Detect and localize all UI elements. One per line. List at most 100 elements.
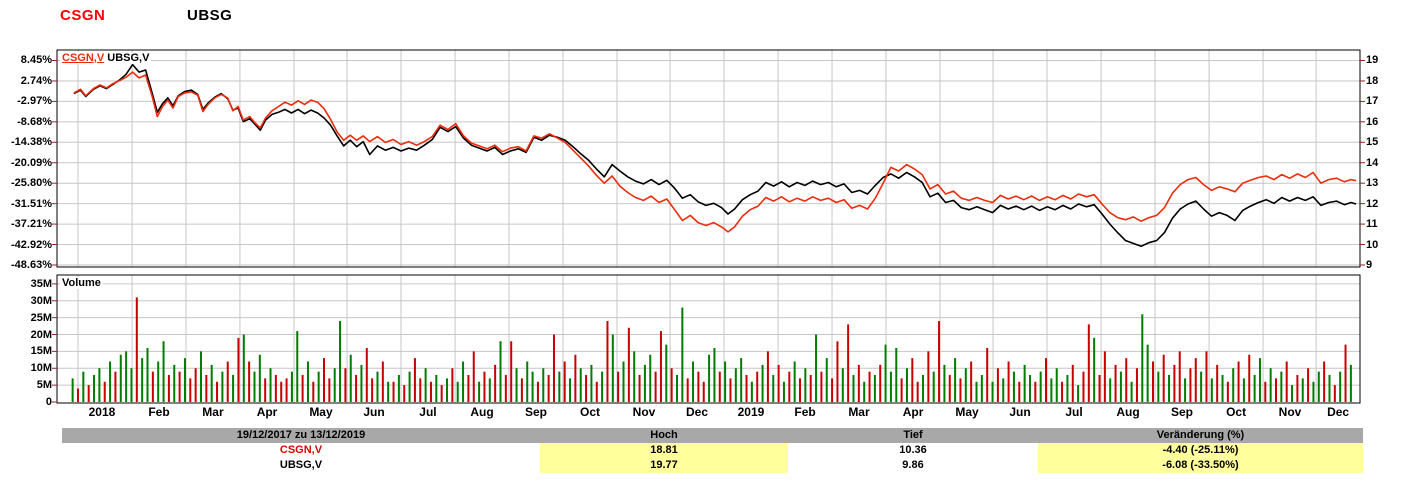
volume-bar (665, 344, 668, 402)
volume-bar (1162, 354, 1165, 402)
volume-bar (98, 368, 101, 402)
csgn-low-value: 10.36 (899, 444, 927, 456)
volume-bar (804, 368, 807, 402)
volume-bar (301, 375, 304, 402)
volume-bar (1253, 375, 1256, 402)
volume-bar (1210, 378, 1213, 402)
volume-bar (815, 334, 818, 402)
volume-bar (889, 371, 892, 402)
volume-bar (542, 368, 545, 402)
volume-bar (547, 375, 550, 402)
volume-bar (141, 358, 144, 402)
volume-bar (109, 361, 112, 402)
x-axis-label: Mar (848, 405, 870, 419)
volume-bar (1301, 378, 1304, 402)
volume-bar (970, 361, 973, 402)
volume-panel-label: Volume (60, 277, 103, 289)
volume-bar (167, 375, 170, 402)
volume-bar (1184, 378, 1187, 402)
volume-bar (285, 378, 288, 402)
x-axis-label: Mar (202, 405, 224, 419)
volume-bar (317, 371, 320, 402)
volume-bar (135, 297, 138, 402)
volume-bar (905, 368, 908, 402)
table-row-ubsg: UBSG,V 19.77 9.86 -6.08 (-33.50%) (62, 458, 1363, 473)
price-pct-axis-label: -42.92% (11, 238, 52, 251)
volume-bar (312, 381, 315, 402)
volume-axis-label: 20M (30, 328, 52, 341)
volume-axis-label: 35M (30, 277, 52, 290)
volume-bar (71, 378, 74, 402)
volume-bar (1237, 361, 1240, 402)
volume-bar (173, 364, 176, 402)
volume-bar (686, 378, 689, 402)
volume-bar (328, 378, 331, 402)
volume-bar (216, 381, 219, 402)
price-panel-border (56, 49, 1361, 268)
volume-bar (1344, 344, 1347, 402)
volume-bar (558, 371, 561, 402)
volume-bar (863, 381, 866, 402)
volume-bar (932, 371, 935, 402)
x-axis-label: Oct (1226, 405, 1247, 419)
volume-bar (1023, 364, 1026, 402)
volume-bar (659, 331, 662, 402)
volume-axis-label: 10M (30, 362, 52, 375)
volume-bar (413, 358, 416, 402)
x-axis-label: Nov (1278, 405, 1302, 419)
volume-bar (1168, 375, 1171, 402)
x-axis-label: Aug (1116, 405, 1140, 419)
volume-bar (1039, 371, 1042, 402)
volume-bar (734, 368, 737, 402)
volume-bar (531, 371, 534, 402)
volume-bar (702, 381, 705, 402)
volume-bar (488, 378, 491, 402)
volume-bar (1012, 371, 1015, 402)
volume-bar (274, 375, 277, 402)
volume-bar (119, 354, 122, 402)
ubsg-row-label: UBSG,V (279, 459, 323, 471)
volume-bar (1173, 364, 1176, 402)
volume-bar (654, 371, 657, 402)
volume-bar (264, 378, 267, 402)
volume-bar (306, 361, 309, 402)
volume-bar (536, 381, 539, 402)
x-axis-label: Nov (632, 405, 656, 419)
volume-bar (1280, 371, 1283, 402)
volume-bar (1333, 385, 1336, 402)
price-pct-axis-label: -48.63% (11, 258, 52, 271)
volume-bar (296, 331, 299, 402)
volume-bar (954, 358, 957, 402)
volume-bar (1093, 337, 1096, 402)
volume-bar (799, 378, 802, 402)
volume-bar (777, 364, 780, 402)
volume-bar (1194, 358, 1197, 402)
price-pct-axis-label: 8.45% (20, 54, 52, 67)
volume-bar (606, 321, 609, 402)
volume-bar (1242, 378, 1245, 402)
volume-bar (451, 368, 454, 402)
volume-bar (1077, 385, 1080, 402)
volume-bar (82, 371, 85, 402)
volume-bar (151, 371, 154, 402)
volume-bar (980, 375, 983, 402)
volume-bar (1269, 368, 1272, 402)
volume-bar (873, 375, 876, 402)
volume-bar (355, 375, 358, 402)
x-axis-label: Jul (419, 405, 437, 419)
price-pct-axis-label: -2.97% (17, 95, 52, 108)
volume-bar (467, 375, 470, 402)
x-axis-label: Aug (470, 405, 494, 419)
csgn-row-label: CSGN,V (279, 444, 323, 456)
volume-bar (478, 381, 481, 402)
low-column-header: Tief (903, 429, 923, 441)
volume-bar (991, 381, 994, 402)
csgn-change-value: -4.40 (-25.11%) (1038, 443, 1363, 458)
volume-bar (1232, 368, 1235, 402)
volume-bar (483, 371, 486, 402)
price-pct-axis-label: -14.38% (11, 136, 52, 149)
volume-bar (1050, 378, 1053, 402)
volume-bar (1291, 385, 1294, 402)
volume-bar (1066, 375, 1069, 402)
volume-bar (253, 371, 256, 402)
